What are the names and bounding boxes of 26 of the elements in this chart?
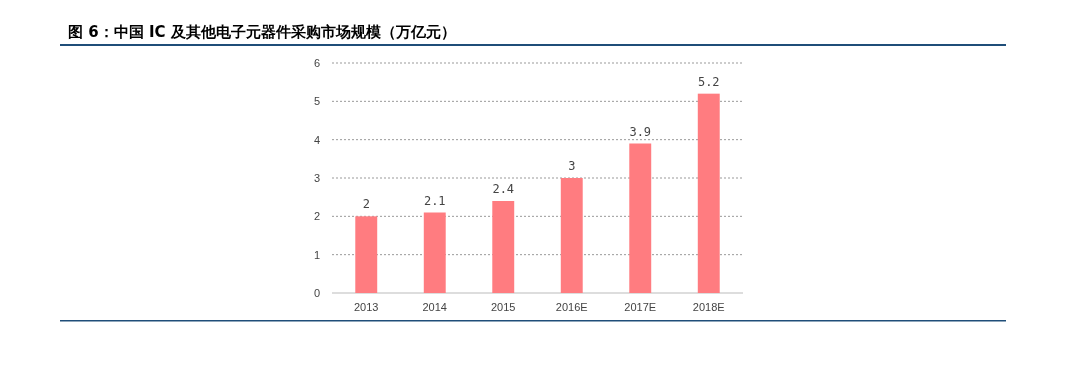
- data-label: 5.2: [697, 74, 720, 89]
- bar: [355, 216, 378, 293]
- x-tick-label: 2016E: [555, 301, 588, 313]
- y-tick-label: 6: [313, 57, 320, 69]
- bar: [697, 93, 720, 293]
- data-label: 3.9: [629, 124, 652, 139]
- x-tick-label: 2017E: [624, 301, 657, 313]
- bar: [423, 212, 446, 293]
- bar: [629, 143, 652, 293]
- y-tick-label: 2: [313, 210, 320, 223]
- data-label: 2: [362, 197, 370, 212]
- x-tick-label: 2015: [491, 301, 516, 313]
- data-label: 2.4: [492, 182, 515, 196]
- bar: [560, 178, 583, 293]
- y-tick-label: 1: [313, 248, 320, 261]
- chart-title: 图 6：中国 IC 及其他电子元器件采购市场规模（万亿元）: [68, 23, 456, 41]
- bar: [492, 201, 515, 293]
- y-tick-label: 0: [313, 287, 320, 299]
- y-tick-label: 3: [313, 172, 320, 184]
- x-tick-label: 2014: [422, 301, 447, 313]
- data-label: 2.1: [423, 193, 446, 208]
- x-tick-label: 2013: [354, 301, 379, 313]
- x-tick-label: 2018E: [692, 301, 725, 313]
- data-label: 3: [568, 159, 576, 173]
- y-tick-label: 4: [313, 133, 320, 146]
- y-tick-label: 5: [313, 95, 320, 108]
